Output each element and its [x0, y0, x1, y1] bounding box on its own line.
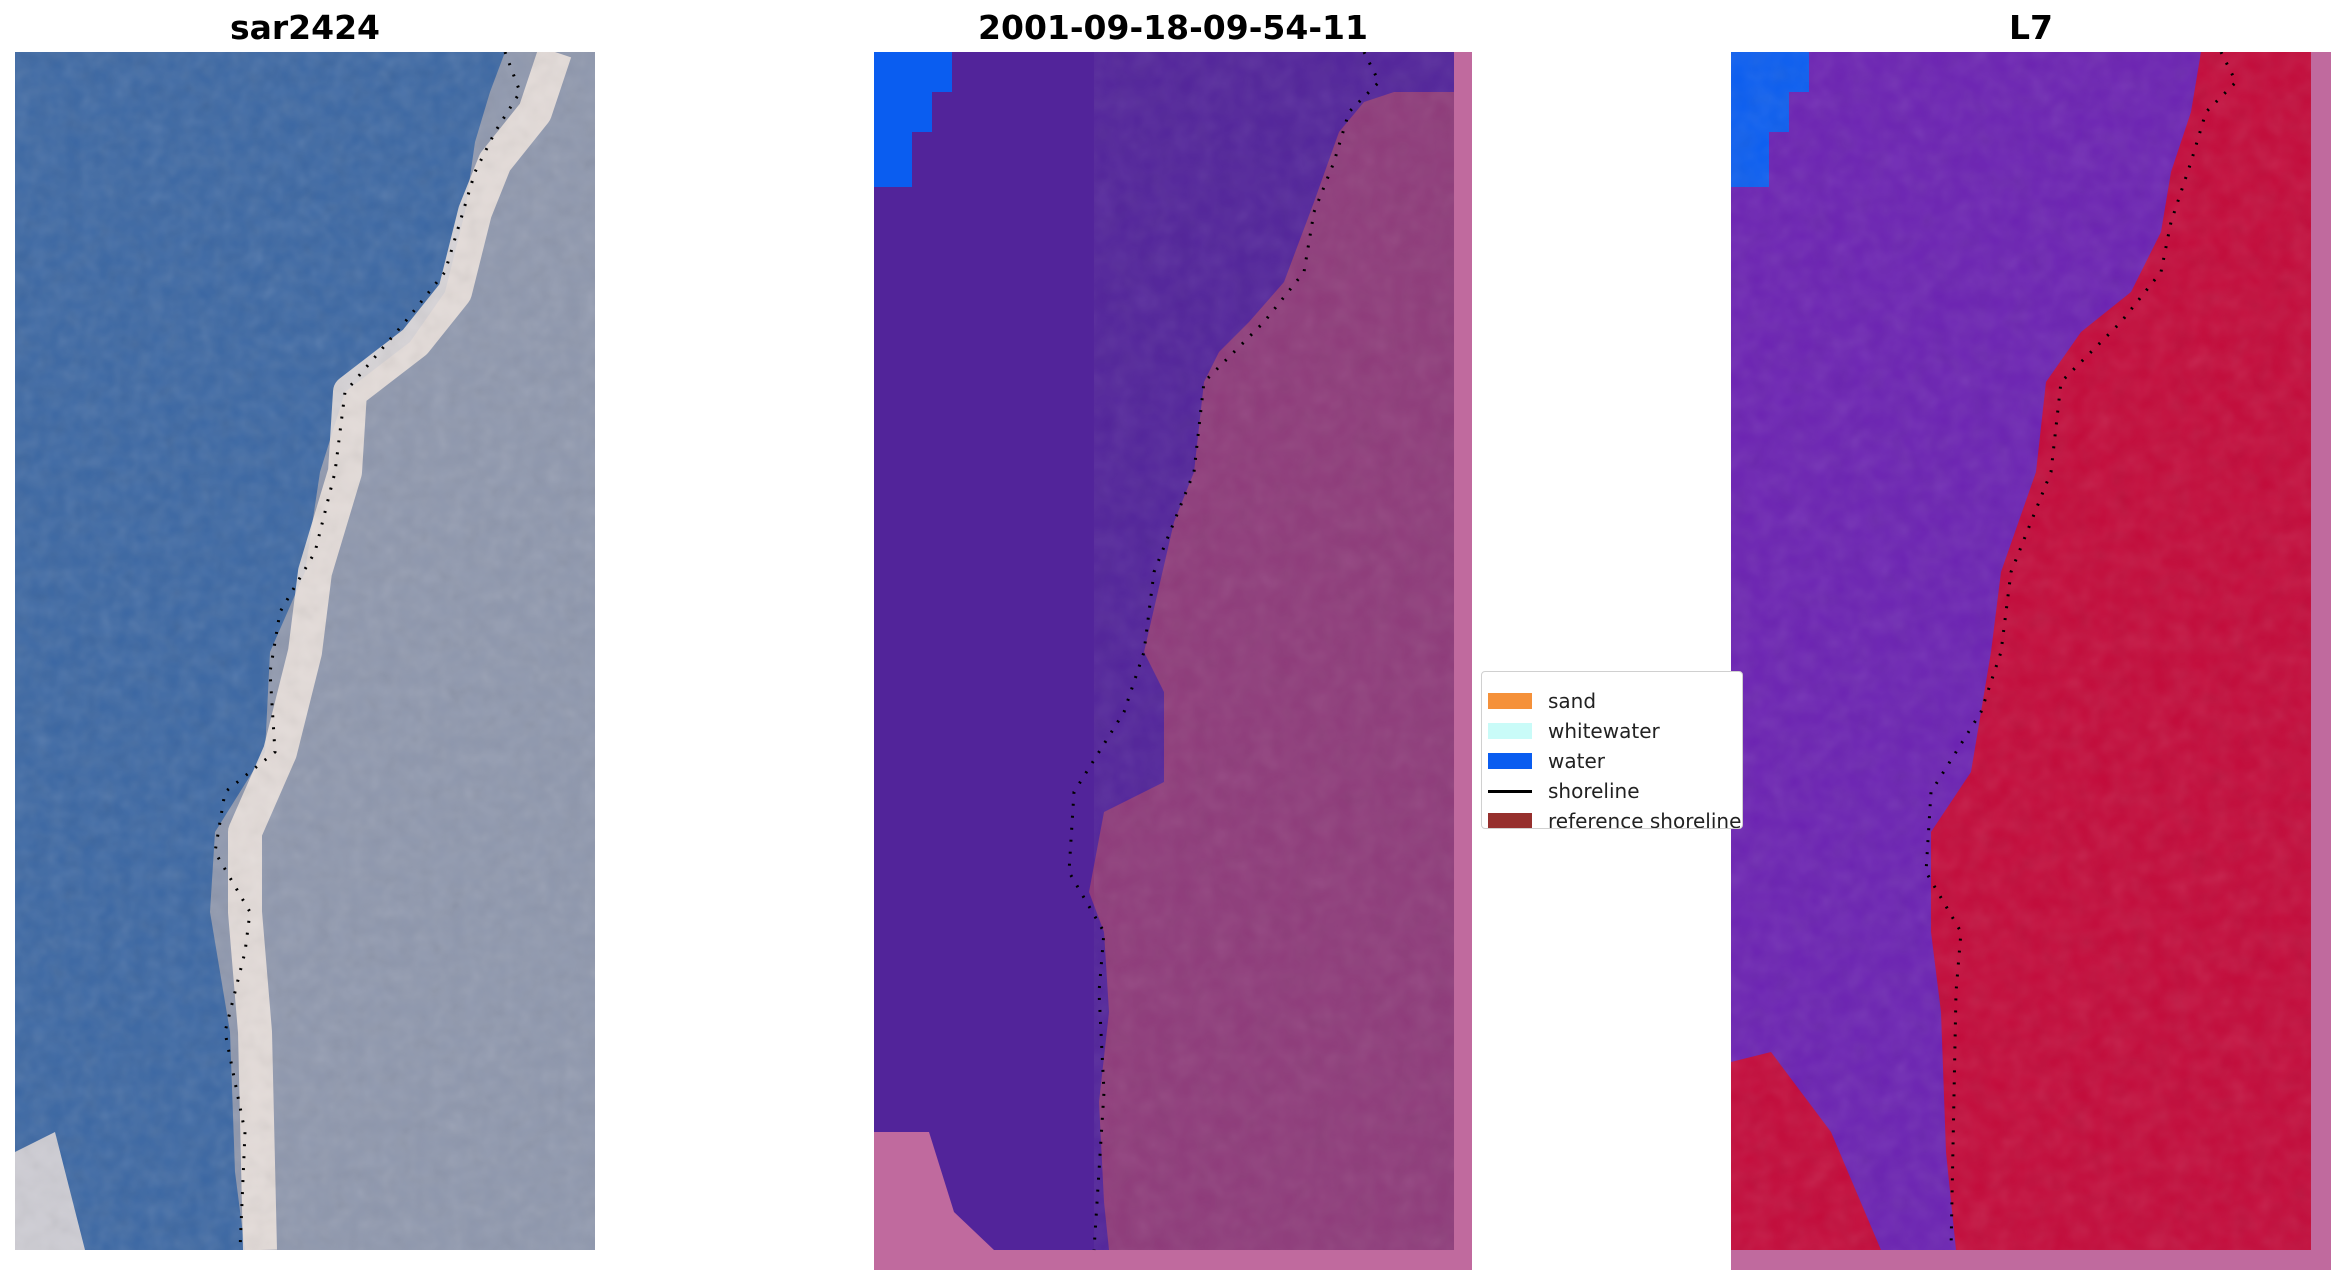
- legend-item-shoreline: shoreline: [1482, 776, 1742, 806]
- legend: sand whitewater water shoreline reference sh…: [1481, 671, 1743, 829]
- classification-land-corner: [874, 1132, 994, 1250]
- rgb-panel-title: sar2424: [229, 8, 381, 47]
- legend-swatch: [1488, 693, 1532, 709]
- legend-item-sand: sand: [1482, 686, 1742, 716]
- legend-label: whitewater: [1548, 719, 1660, 743]
- class-pixel-noise: [1094, 52, 1454, 1250]
- legend-item-water: water: [1482, 746, 1742, 776]
- legend-label: sand: [1548, 689, 1597, 713]
- mndwi-shoreline: [1924, 52, 2238, 1251]
- legend-label: reference shoreline: [1548, 809, 1742, 829]
- legend-swatch: [1488, 789, 1532, 793]
- legend-label: water: [1548, 749, 1605, 773]
- classification-image: [874, 52, 1472, 1270]
- legend-swatch: [1488, 813, 1532, 828]
- legend-swatch: [1488, 753, 1532, 769]
- legend-label: shoreline: [1548, 779, 1640, 803]
- legend-item-reference-shoreline: reference shoreline: [1482, 806, 1742, 829]
- legend-swatch: [1488, 723, 1532, 739]
- rgb-pixel-noise: [15, 52, 595, 1250]
- classification-water-patch: [874, 52, 952, 187]
- mndwi-pixel-noise: [1731, 52, 2311, 1250]
- mndwi-image: [1731, 52, 2331, 1270]
- classification-panel-title: 2001-09-18-09-54-11: [978, 8, 1368, 47]
- mndwi-panel-title: L7: [2009, 8, 2053, 47]
- rgb-image: [15, 52, 595, 1250]
- legend-item-whitewater: whitewater: [1482, 716, 1742, 746]
